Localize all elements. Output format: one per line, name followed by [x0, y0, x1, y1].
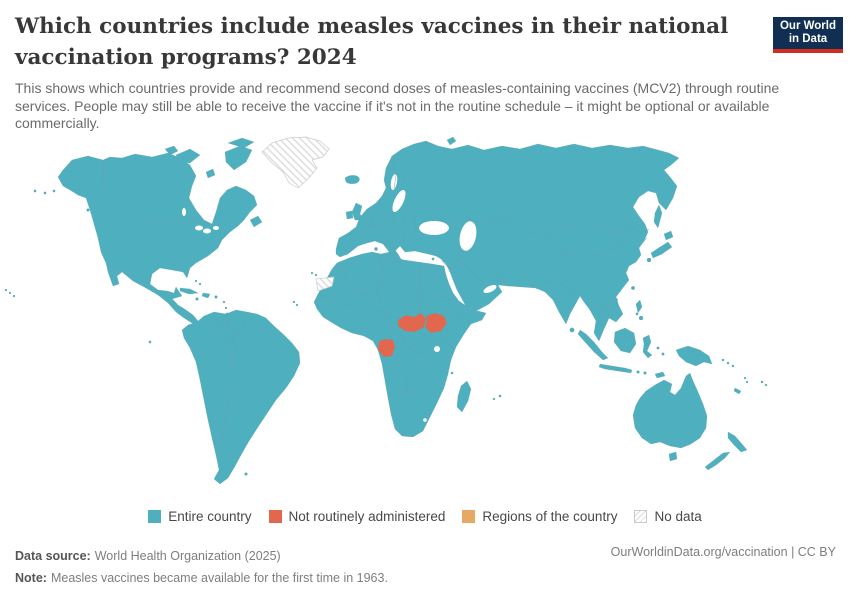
footer-link[interactable]: OurWorldinData.org/vaccination | CC BY — [610, 545, 836, 559]
country-gabon — [377, 338, 396, 358]
legend-label: Entire country — [168, 509, 252, 524]
legend-swatch-not-routinely-administered — [268, 510, 282, 523]
legend-swatch-no-data — [634, 510, 648, 523]
footer-datasource-line: Data source: World Health Organization (2… — [15, 545, 388, 567]
legend-item-regions-of-country[interactable]: Regions of the country — [462, 509, 617, 524]
legend-item-not-routinely-administered[interactable]: Not routinely administered — [268, 509, 446, 524]
page-title: Which countries include measles vaccines… — [15, 14, 729, 70]
region-greenland — [261, 136, 330, 189]
legend-label: Not routinely administered — [288, 509, 446, 524]
legend-item-no-data[interactable]: No data — [634, 509, 702, 524]
country-south-sudan — [424, 312, 448, 334]
country-central-african-republic — [397, 312, 427, 333]
map-no-data[interactable] — [261, 136, 335, 292]
legend-item-entire-country[interactable]: Entire country — [148, 509, 252, 524]
region-western-sahara — [315, 276, 335, 292]
legend-swatch-entire-country — [148, 510, 162, 523]
owid-logo-line1: Our World — [779, 20, 836, 32]
legend-swatch-regions-of-country — [462, 510, 476, 523]
lakes-and-seas — [182, 174, 497, 422]
owid-logo-line2: in Data — [788, 33, 828, 45]
country-borders — [94, 160, 695, 453]
map-legend: Entire country Not routinely administere… — [0, 509, 850, 524]
footer-source-note: Data source: World Health Organization (2… — [15, 545, 388, 589]
datasource-text: World Health Organization (2025) — [94, 549, 281, 563]
note-text: Measles vaccines became available for th… — [50, 571, 388, 585]
note-label: Note: — [15, 571, 47, 585]
map-land-entire-country[interactable] — [4, 136, 768, 485]
footer-note-line: Note: Measles vaccines became available f… — [15, 567, 388, 589]
owid-logo[interactable]: Our World in Data — [773, 17, 843, 53]
chart-subtitle: This shows which countries provide and r… — [15, 80, 780, 131]
legend-label: Regions of the country — [482, 509, 618, 524]
legend-label: No data — [654, 509, 702, 524]
datasource-label: Data source: — [15, 549, 91, 563]
map-not-routinely-administered[interactable] — [377, 312, 448, 358]
